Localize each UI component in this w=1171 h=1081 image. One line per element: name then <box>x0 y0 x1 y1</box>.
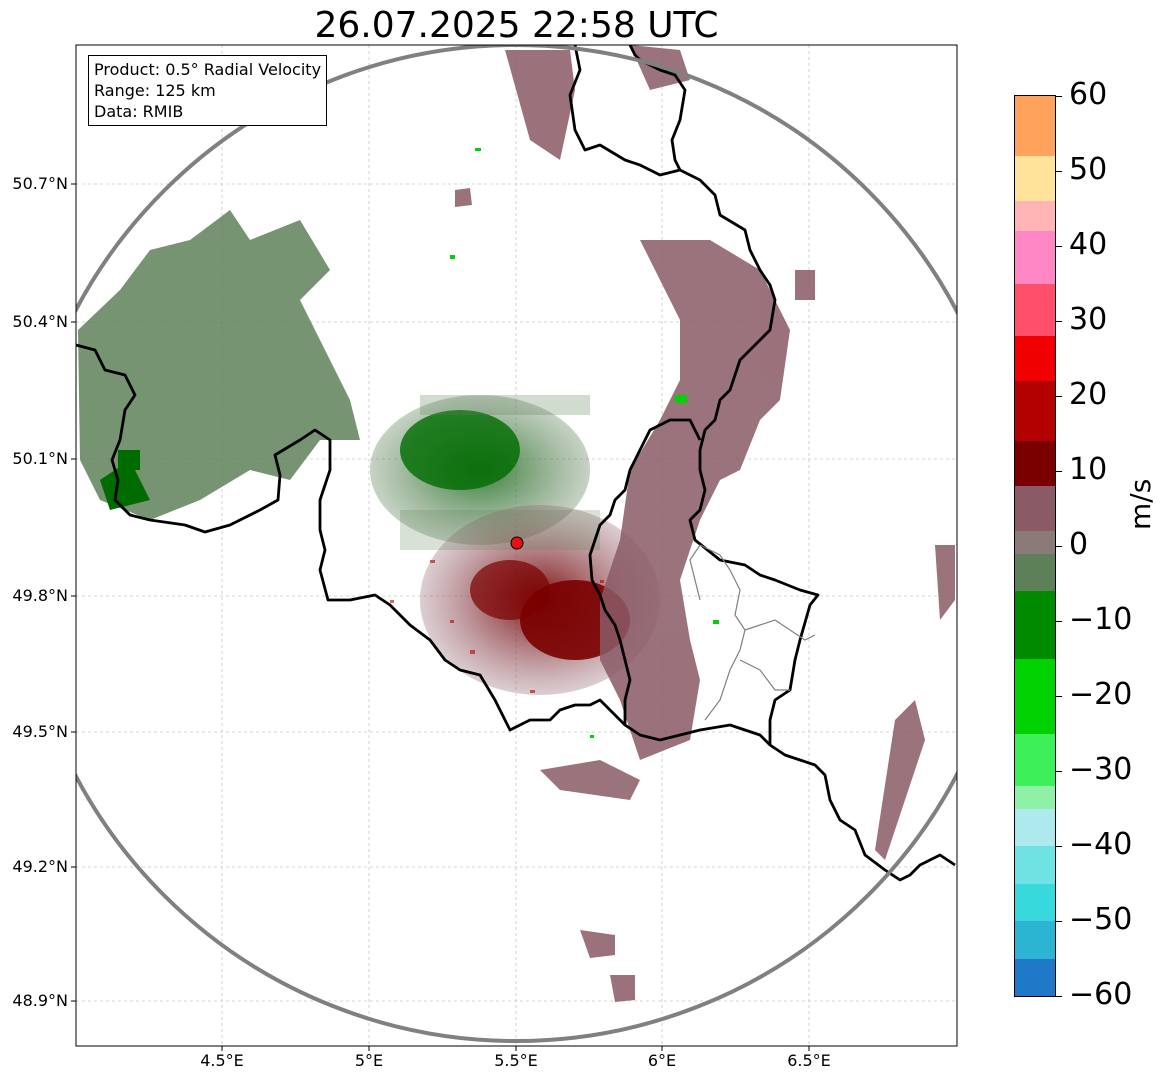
colorbar-segment <box>1015 883 1055 921</box>
colorbar-segment <box>1015 733 1055 786</box>
echo-scatter-red <box>390 560 604 693</box>
colorbar-tick-mark <box>1056 321 1062 322</box>
map-title: 26.07.2025 22:58 UTC <box>314 5 719 46</box>
info-box: Product: 0.5° Radial Velocity Range: 125… <box>88 55 328 126</box>
colorbar-segment <box>1015 658 1055 734</box>
country-borders <box>76 45 956 882</box>
colorbar-segment <box>1015 958 1055 996</box>
x-tick-label: 5.5°E <box>494 1051 538 1070</box>
colorbar-segment <box>1015 336 1055 381</box>
colorbar-segment <box>1015 231 1055 284</box>
colorbar-tick-mark <box>1056 96 1062 97</box>
colorbar-segment <box>1015 786 1055 809</box>
colorbar-segment <box>1015 201 1055 231</box>
colorbar-tick-label: 0 <box>1069 527 1089 562</box>
admin-borders <box>689 544 816 721</box>
echo-eastern-band <box>455 45 955 1002</box>
y-tick-label: 48.9°N <box>12 991 68 1010</box>
y-tick-label: 49.5°N <box>12 722 68 741</box>
colorbar-tick-mark <box>1056 546 1062 547</box>
colorbar-segment <box>1015 283 1055 336</box>
colorbar-tick-mark <box>1056 246 1062 247</box>
colorbar-tick-label: 10 <box>1069 452 1108 487</box>
colorbar-tick-label: 20 <box>1069 377 1108 412</box>
y-tick-label: 50.4°N <box>12 312 68 331</box>
colorbar-segment <box>1015 381 1055 441</box>
colorbar-tick-mark <box>1056 846 1062 847</box>
axis-tick-marks <box>71 183 810 1051</box>
colorbar <box>1014 95 1056 997</box>
colorbar-tick-label: 40 <box>1069 227 1108 262</box>
echo-scatter-noise <box>400 395 600 550</box>
colorbar-segment <box>1015 921 1055 959</box>
x-tick-label: 6.5°E <box>787 1051 831 1070</box>
x-tick-label: 4.5°E <box>200 1051 244 1070</box>
echo-scatter-green <box>450 148 719 738</box>
colorbar-segment <box>1015 156 1055 201</box>
colorbar-segment <box>1015 441 1055 486</box>
colorbar-segment <box>1015 591 1055 659</box>
colorbar-segment <box>1015 553 1055 591</box>
colorbar-tick-label: 30 <box>1069 302 1108 337</box>
colorbar-segment <box>1015 486 1055 531</box>
colorbar-tick-mark <box>1056 696 1062 697</box>
colorbar-segment <box>1015 96 1055 156</box>
colorbar-tick-label: −50 <box>1069 902 1133 937</box>
product-label: Product: 0.5° Radial Velocity <box>94 60 322 79</box>
source-label: Data: RMIB <box>94 102 184 121</box>
colorbar-tick-mark <box>1056 471 1062 472</box>
colorbar-tick-mark <box>1056 771 1062 772</box>
colorbar-tick-label: −30 <box>1069 752 1133 787</box>
colorbar-tick-mark <box>1056 921 1062 922</box>
colorbar-tick-mark <box>1056 396 1062 397</box>
colorbar-segment <box>1015 846 1055 884</box>
range-label: Range: 125 km <box>94 81 216 100</box>
y-tick-label: 50.1°N <box>12 449 68 468</box>
x-tick-label: 6°E <box>647 1051 677 1070</box>
colorbar-tick-label: −40 <box>1069 827 1133 862</box>
colorbar-tick-label: 50 <box>1069 152 1108 187</box>
radar-site-marker <box>510 536 524 550</box>
colorbar-segment <box>1015 808 1055 846</box>
colorbar-segment <box>1015 531 1055 554</box>
colorbar-tick-mark <box>1056 996 1062 997</box>
colorbar-tick-label: −60 <box>1069 977 1133 1012</box>
range-ring <box>76 45 957 1043</box>
colorbar-tick-label: −20 <box>1069 677 1133 712</box>
y-tick-label: 49.8°N <box>12 586 68 605</box>
colorbar-tick-label: −10 <box>1069 602 1133 637</box>
colorbar-tick-label: 60 <box>1069 77 1108 112</box>
colorbar-tick-mark <box>1056 171 1062 172</box>
colorbar-tick-mark <box>1056 621 1062 622</box>
y-tick-label: 49.2°N <box>12 857 68 876</box>
colorbar-label: m/s <box>1124 478 1157 530</box>
echo-western-band <box>78 210 360 520</box>
x-tick-label: 5°E <box>354 1051 384 1070</box>
y-tick-label: 50.7°N <box>12 174 68 193</box>
